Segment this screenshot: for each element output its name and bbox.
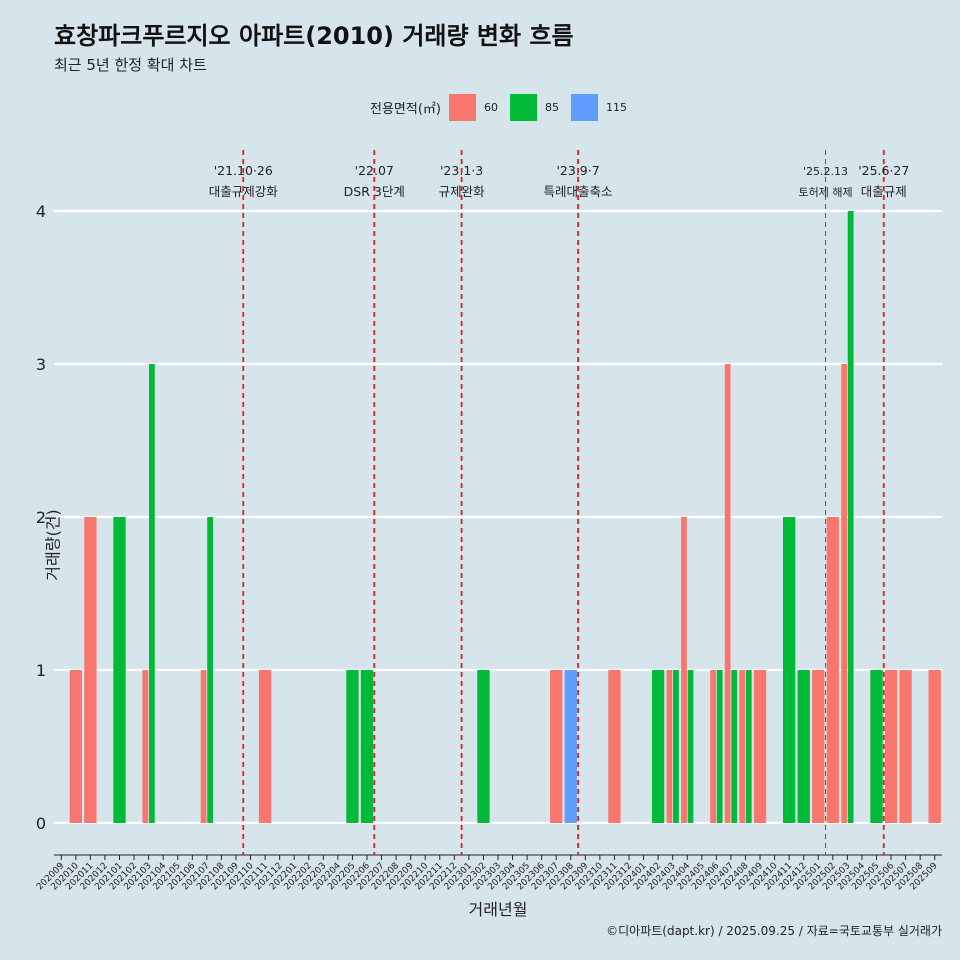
legend-title: 전용면적(㎡) [370,102,441,117]
bar-202010-60 [69,670,82,823]
chart-title: 효창파크푸르지오 아파트(2010) 거래량 변화 흐름 [54,22,574,50]
bar-202103-60 [142,670,149,823]
bar-202503-60 [841,364,847,823]
bar-202404-85 [687,670,694,823]
event-date-202207: '22.07 [355,163,394,178]
y-axis-title: 거래량(건) [43,509,63,581]
bar-202412-85 [797,670,810,823]
footer-credit: ©디아파트(dapt.kr) / 2025.09.25 / 자료=국토교통부 실… [606,924,942,938]
event-date-202110: '21.10·26 [214,163,273,178]
bar-202403-85 [673,670,679,823]
bar-202503-85 [847,211,854,823]
event-label-202502: 토허제 해제 [798,185,852,199]
event-label-202506: 대출규제 [861,184,907,199]
bar-202406-60 [710,670,716,823]
bar-202206-85 [360,670,374,823]
bar-202403-60 [666,670,673,823]
bar-202107-85 [207,517,214,823]
bar-202407-85 [731,670,738,823]
event-label-202110: 대출규제강화 [209,184,279,199]
event-date-202502: '25.2.13 [803,165,848,178]
legend-item-60: 60 [448,94,504,121]
bar-202408-60 [739,670,746,823]
bar-202501-60 [812,670,825,823]
legend-item-85: 85 [509,94,565,121]
bar-202506-60 [884,670,898,823]
bar-202205-85 [346,670,359,823]
bar-202502-60 [826,517,839,823]
bar-202107-60 [200,670,207,823]
bar-202509-60 [928,670,941,823]
bar-202404-60 [681,517,687,823]
bar-202411-85 [782,517,796,823]
event-date-202301: '23.1·3 [440,163,483,178]
legend-swatch-85 [509,94,537,121]
bar-202311-60 [608,670,621,823]
chart-subtitle: 최근 5년 한정 확대 차트 [54,56,207,74]
legend-swatch-60 [448,94,476,121]
event-label-202301: 규제완화 [439,184,486,199]
y-tick-label-0: 0 [36,814,46,833]
legend-label-60: 60 [483,101,498,114]
event-label-202309: 특례대출축소 [544,184,613,199]
bar-202407-60 [724,364,731,823]
y-tick-label-2: 2 [36,508,46,527]
event-date-202309: '23.9·7 [556,163,599,178]
legend: 전용면적(㎡) 60 85 115 [370,94,639,121]
bar-202308-115 [564,670,577,823]
bar-202408-85 [745,670,752,823]
bar-202409-60 [753,670,767,823]
y-tick-label-1: 1 [36,661,46,680]
bar-202103-85 [149,364,155,823]
legend-swatch-115 [570,94,598,121]
x-axis-title: 거래년월 [469,900,528,919]
bar-202307-60 [550,670,563,823]
legend-label-115: 115 [605,101,627,114]
event-label-202207: DSR 3단계 [344,184,405,199]
bar-202406-85 [716,670,723,823]
bar-202505-85 [870,670,883,823]
bar-202507-60 [899,670,912,823]
bar-202111-60 [258,670,272,823]
bar-202101-85 [113,517,126,823]
y-tick-label-3: 3 [36,355,46,374]
bar-202402-85 [651,670,665,823]
bar-202011-60 [84,517,97,823]
legend-item-115: 115 [570,94,633,121]
legend-label-85: 85 [544,101,559,114]
y-tick-label-4: 4 [36,202,46,221]
event-date-202506: '25.6·27 [858,163,909,178]
bar-202302-85 [477,670,490,823]
